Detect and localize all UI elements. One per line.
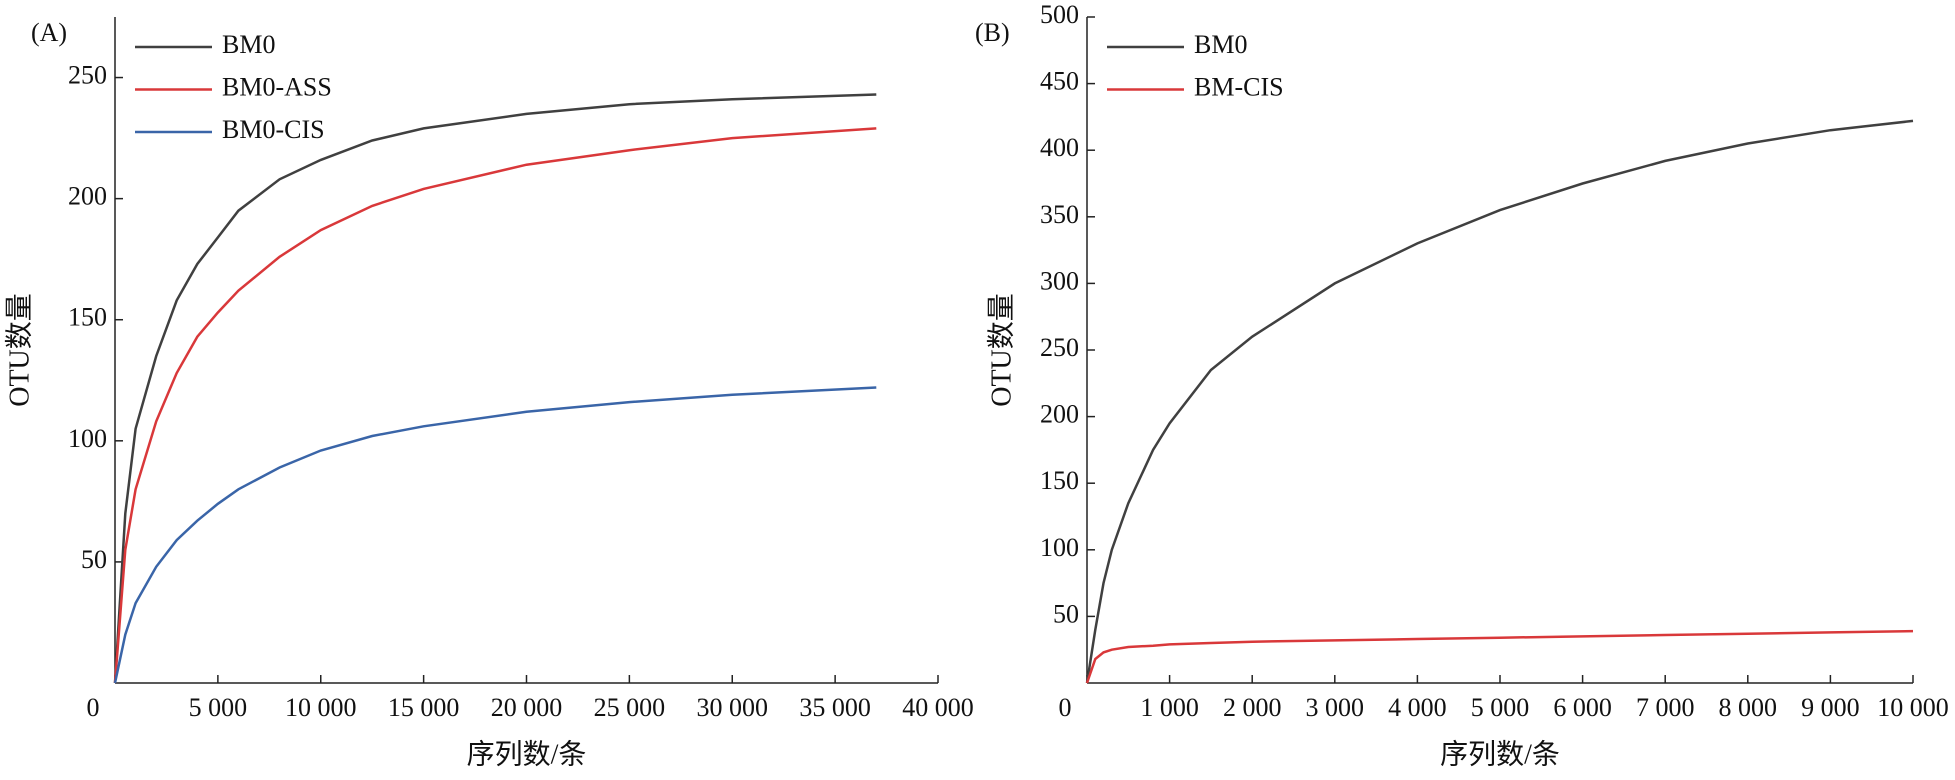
y-tick-label: 200 <box>1040 400 1079 429</box>
x-tick-label: 7 000 <box>1636 693 1695 722</box>
x-axis-label: 序列数/条 <box>1440 738 1560 770</box>
series-line <box>113 386 877 684</box>
series-line <box>1085 629 1914 684</box>
legend-label: BM0 <box>1194 30 1247 59</box>
x-tick-label: 35 000 <box>799 693 871 722</box>
x-tick-label: 8 000 <box>1719 693 1778 722</box>
y-tick-label: 100 <box>68 424 107 453</box>
y-tick-label: 150 <box>1040 466 1079 495</box>
legend-label: BM0-CIS <box>222 115 325 144</box>
x-tick-label: 20 000 <box>491 693 563 722</box>
y-axis-label: OTU数量 <box>985 293 1017 407</box>
y-tick-label: 250 <box>1040 333 1079 362</box>
y-tick-label: 350 <box>1040 200 1079 229</box>
y-tick-label: 50 <box>81 545 107 574</box>
x-tick-label: 0 <box>1059 693 1072 722</box>
y-tick-label: 200 <box>68 182 107 211</box>
x-tick-label: 0 <box>87 693 100 722</box>
legend-label: BM0 <box>222 30 275 59</box>
x-tick-label: 30 000 <box>697 693 769 722</box>
y-tick-label: 400 <box>1040 133 1079 162</box>
x-tick-label: 15 000 <box>388 693 460 722</box>
x-tick-label: 10 000 <box>1877 693 1949 722</box>
series-line <box>113 93 877 684</box>
x-tick-label: 2 000 <box>1223 693 1282 722</box>
y-tick-label: 150 <box>68 303 107 332</box>
panel-label: (B) <box>975 18 1010 47</box>
y-tick-label: 500 <box>1040 0 1079 29</box>
x-tick-label: 5 000 <box>1471 693 1530 722</box>
x-tick-label: 5 000 <box>189 693 248 722</box>
x-tick-label: 1 000 <box>1140 693 1199 722</box>
y-axis-label: OTU数量 <box>3 293 35 407</box>
y-tick-label: 300 <box>1040 266 1079 295</box>
series-line <box>113 127 877 684</box>
legend-label: BM0-ASS <box>222 72 332 101</box>
x-tick-label: 4 000 <box>1388 693 1447 722</box>
x-axis-label: 序列数/条 <box>467 738 587 770</box>
panel-label: (A) <box>31 18 67 47</box>
y-tick-label: 250 <box>68 61 107 90</box>
series-line <box>1085 119 1914 684</box>
x-tick-label: 10 000 <box>285 693 357 722</box>
x-tick-label: 25 000 <box>594 693 666 722</box>
y-tick-label: 450 <box>1040 67 1079 96</box>
legend-label: BM-CIS <box>1194 72 1284 101</box>
y-tick-label: 50 <box>1053 599 1079 628</box>
y-tick-label: 100 <box>1040 533 1079 562</box>
x-tick-label: 9 000 <box>1801 693 1860 722</box>
x-tick-label: 40 000 <box>902 693 974 722</box>
x-tick-label: 6 000 <box>1553 693 1612 722</box>
x-tick-label: 3 000 <box>1306 693 1365 722</box>
